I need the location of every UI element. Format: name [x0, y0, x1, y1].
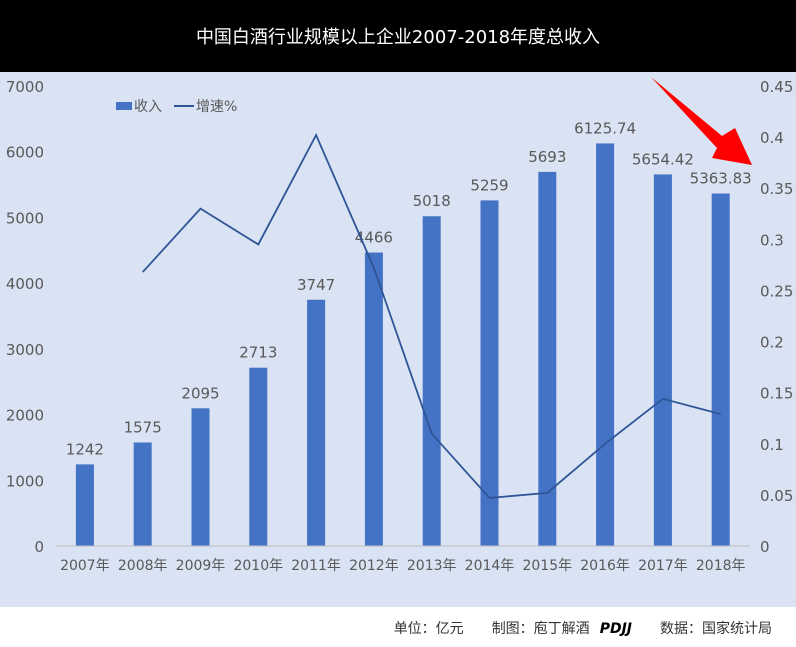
- bar-data-label: 2713: [239, 344, 277, 362]
- y-left-tick: 2000: [6, 407, 44, 425]
- y-left-tick: 1000: [6, 472, 44, 490]
- bar-2013年: [422, 216, 441, 546]
- bar-data-label: 1575: [124, 419, 162, 437]
- chart-title: 中国白酒行业规模以上企业2007-2018年度总收入: [0, 0, 796, 72]
- y-right-tick: 0.2: [760, 334, 784, 352]
- bar-data-label: 5363.83: [690, 170, 752, 188]
- x-tick: 2010年: [233, 558, 283, 574]
- y-left-tick: 6000: [6, 144, 44, 162]
- bar-data-label: 1242: [66, 440, 104, 458]
- y-left-tick: 4000: [6, 275, 44, 293]
- bar-2011年: [307, 299, 326, 546]
- bar-2016年: [596, 143, 615, 547]
- x-tick: 2017年: [638, 558, 688, 574]
- legend-line-label: 增速%: [196, 99, 237, 115]
- y-right-tick: 0.05: [760, 487, 793, 505]
- footer: 单位：亿元 制图：庖丁解酒 PDJJ 数据：国家统计局: [394, 618, 772, 638]
- bar-data-label: 6125.74: [574, 119, 636, 137]
- x-tick: 2012年: [349, 558, 399, 574]
- bar-data-label: 3747: [297, 276, 335, 294]
- source-note: 数据：国家统计局: [660, 621, 772, 637]
- bar-2017年: [653, 174, 672, 546]
- bar-data-label: 2095: [181, 384, 219, 402]
- growth-line: [142, 132, 721, 499]
- bar-2015年: [538, 171, 557, 546]
- y-right-tick: 0.35: [760, 180, 793, 198]
- y-left-tick: 0: [34, 538, 44, 556]
- bar-2018年: [711, 193, 730, 546]
- unit-note: 单位：亿元: [393, 621, 464, 637]
- bar-2014年: [480, 200, 499, 546]
- bar-data-label: 5693: [528, 148, 566, 166]
- bar-data-label: 5018: [413, 192, 451, 210]
- bar-2008年: [133, 442, 152, 546]
- x-tick: 2018年: [696, 558, 746, 574]
- chart-svg: 1242 1575 2095 2713 3747 4466 5018 5259 5693 6125…: [6, 77, 793, 574]
- legend-bar-label: 收入: [134, 99, 162, 115]
- bar-2012年: [364, 252, 383, 546]
- y-left-tick: 3000: [6, 341, 44, 359]
- x-tick: 2008年: [118, 558, 168, 574]
- chart-area: 1242 1575 2095 2713 3747 4466 5018 5259 5693 6125…: [0, 72, 796, 607]
- y-right-tick: 0.45: [760, 78, 793, 96]
- x-tick: 2014年: [465, 558, 515, 574]
- bar-2009年: [191, 408, 210, 546]
- y-right-tick: 0.4: [760, 129, 784, 147]
- bar-data-label: 5259: [470, 176, 508, 194]
- red-arrow-annotation: [651, 77, 752, 165]
- bar-2007年: [75, 464, 94, 546]
- x-tick: 2007年: [60, 558, 110, 574]
- x-tick: 2015年: [522, 558, 572, 574]
- y-right-tick: 0: [760, 538, 770, 556]
- maker-note: 制图：庖丁解酒 PDJJ: [491, 621, 632, 637]
- x-tick: 2011年: [291, 558, 341, 574]
- x-tick: 2013年: [407, 558, 457, 574]
- x-tick: 2016年: [580, 558, 630, 574]
- y-right-tick: 0.25: [760, 282, 793, 300]
- y-left-tick: 5000: [6, 209, 44, 227]
- y-right-tick: 0.15: [760, 385, 793, 403]
- x-tick: 2009年: [176, 558, 226, 574]
- bar-data-label: 5654.42: [632, 150, 694, 168]
- bar-2010年: [249, 367, 268, 546]
- legend: 收入 增速%: [116, 99, 237, 115]
- bar-data-label: 4466: [355, 229, 393, 247]
- y-right-tick: 0.1: [760, 436, 784, 454]
- pdjj-logo: PDJJ: [599, 621, 632, 637]
- y-left-tick: 7000: [6, 78, 44, 96]
- y-right-tick: 0.3: [760, 231, 784, 249]
- legend-bar-swatch: [116, 102, 132, 110]
